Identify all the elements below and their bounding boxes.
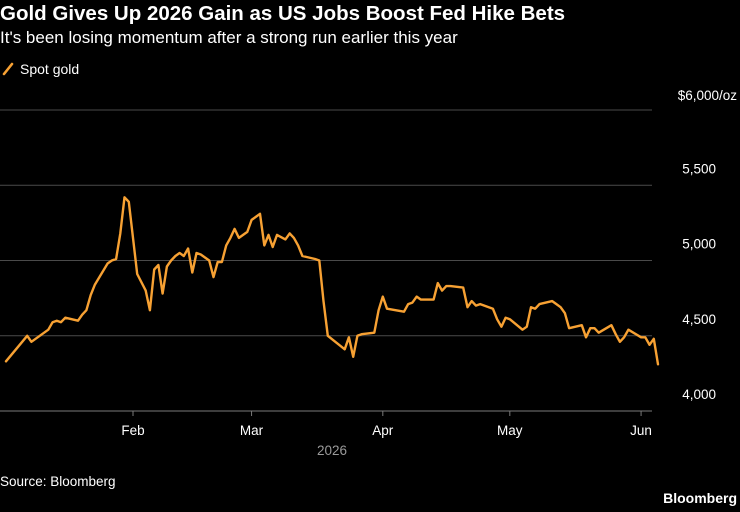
- series-line-spot-gold: [4, 196, 660, 366]
- legend: Spot gold: [2, 61, 79, 77]
- source-note: Source: Bloomberg: [0, 474, 116, 489]
- x-year-label: 2026: [317, 443, 347, 458]
- legend-swatch-icon: [2, 62, 14, 76]
- x-tick-label: Apr: [372, 423, 394, 438]
- x-tick-label: Jun: [630, 423, 652, 438]
- legend-label: Spot gold: [20, 61, 80, 77]
- brand-logo: Bloomberg: [663, 490, 737, 506]
- y-tick-label: 5,000: [682, 237, 716, 252]
- y-tick-label: 4,500: [682, 312, 716, 327]
- chart-subtitle: It's been losing momentum after a strong…: [0, 28, 458, 47]
- x-tick-label: Mar: [240, 423, 264, 438]
- y-tick-label: 4,000: [682, 387, 716, 402]
- x-tick-label: May: [497, 423, 523, 438]
- chart-title: Gold Gives Up 2026 Gain as US Jobs Boost…: [0, 2, 566, 25]
- y-unit-label: $6,000/oz: [677, 88, 737, 103]
- y-tick-label: 5,500: [682, 161, 716, 176]
- x-tick-label: Feb: [121, 423, 144, 438]
